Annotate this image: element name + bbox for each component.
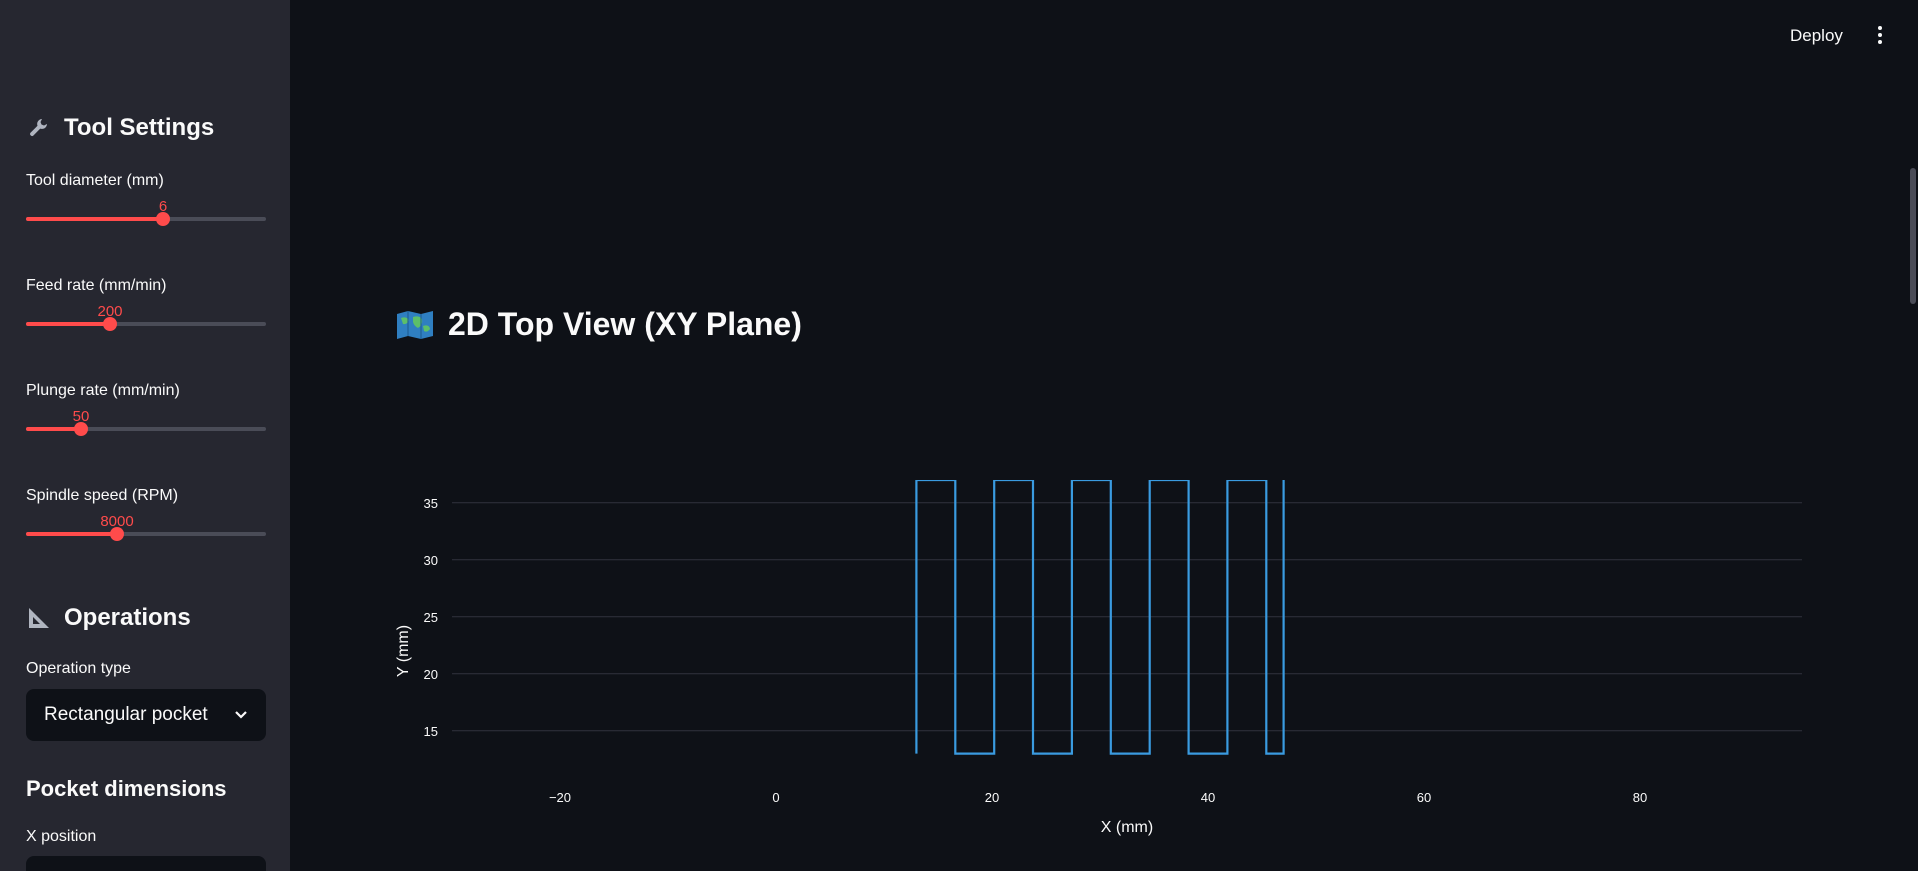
x-position-input[interactable] xyxy=(26,856,266,871)
y-tick-label: 15 xyxy=(424,724,438,739)
deploy-button[interactable]: Deploy xyxy=(1790,26,1843,45)
x-tick-label: 0 xyxy=(772,790,779,805)
chart-svg[interactable]: 15 20 25 30 35 −20 0 20 40 60 80 X (mm) Y (mm) xyxy=(390,478,1830,840)
operation-type-value: Rectangular pocket xyxy=(44,704,208,725)
toolpath-line xyxy=(915,478,1285,755)
chevron-down-icon xyxy=(234,704,248,726)
main-scrollbar[interactable] xyxy=(1910,168,1916,304)
slider-fill xyxy=(26,532,117,536)
x-tick-label: 40 xyxy=(1201,790,1215,805)
x-tick-label: 60 xyxy=(1417,790,1431,805)
slider-label: Spindle speed (RPM) xyxy=(26,487,179,504)
slider-label: Tool diameter (mm) xyxy=(26,172,164,189)
y-tick-label: 35 xyxy=(424,496,438,511)
slider-plunge-rate[interactable]: Plunge rate (mm/min) 50 xyxy=(26,382,266,462)
slider-tool-diameter[interactable]: Tool diameter (mm) 6 xyxy=(26,172,266,252)
operations-heading: Operations xyxy=(26,604,191,632)
slider-value: 8000 xyxy=(100,513,134,530)
slider-label: Feed rate (mm/min) xyxy=(26,277,167,294)
slider-feed-rate[interactable]: Feed rate (mm/min) 200 xyxy=(26,277,266,357)
y-tick-label: 30 xyxy=(424,553,438,568)
x-axis-label: X (mm) xyxy=(1101,819,1153,836)
x-position-label: X position xyxy=(26,828,97,845)
y-tick-label: 20 xyxy=(424,667,438,682)
slider-thumb[interactable] xyxy=(103,317,117,331)
slider-track[interactable] xyxy=(26,212,266,226)
world-map-icon xyxy=(397,310,433,339)
x-tick-label: 20 xyxy=(985,790,999,805)
slider-track[interactable] xyxy=(26,317,266,331)
toolpath-chart[interactable]: 15 20 25 30 35 −20 0 20 40 60 80 X (mm) Y (mm) xyxy=(390,478,1830,840)
operation-type-select[interactable]: Rectangular pocket xyxy=(26,689,266,741)
tool-settings-heading: Tool Settings xyxy=(26,114,214,142)
operations-title: Operations xyxy=(64,604,191,631)
slider-track[interactable] xyxy=(26,422,266,436)
sidebar: Tool Settings Tool diameter (mm) 6 Feed … xyxy=(0,0,290,871)
tool-settings-title: Tool Settings xyxy=(64,114,215,141)
slider-value: 6 xyxy=(158,198,168,215)
slider-thumb[interactable] xyxy=(156,212,170,226)
slider-fill xyxy=(26,427,81,431)
slider-track[interactable] xyxy=(26,527,266,541)
y-axis-label: Y (mm) xyxy=(395,625,412,677)
x-tick-label: 80 xyxy=(1633,790,1647,805)
slider-label: Plunge rate (mm/min) xyxy=(26,382,180,399)
slider-value: 50 xyxy=(72,408,90,425)
triangle-ruler-icon xyxy=(26,605,52,631)
operation-type-label: Operation type xyxy=(26,660,131,677)
wrench-icon xyxy=(26,115,52,141)
pocket-dimensions-title: Pocket dimensions xyxy=(26,776,227,801)
page-title-text: 2D Top View (XY Plane) xyxy=(448,306,802,342)
y-tick-label: 25 xyxy=(424,610,438,625)
slider-thumb[interactable] xyxy=(74,422,88,436)
slider-spindle-speed[interactable]: Spindle speed (RPM) 8000 xyxy=(26,487,266,567)
page-title: 2D Top View (XY Plane) xyxy=(396,306,802,343)
more-options-icon[interactable] xyxy=(1872,26,1888,50)
x-tick-label: −20 xyxy=(549,790,571,805)
slider-fill xyxy=(26,217,163,221)
slider-value: 200 xyxy=(97,303,123,320)
slider-fill xyxy=(26,322,110,326)
slider-thumb[interactable] xyxy=(110,527,124,541)
